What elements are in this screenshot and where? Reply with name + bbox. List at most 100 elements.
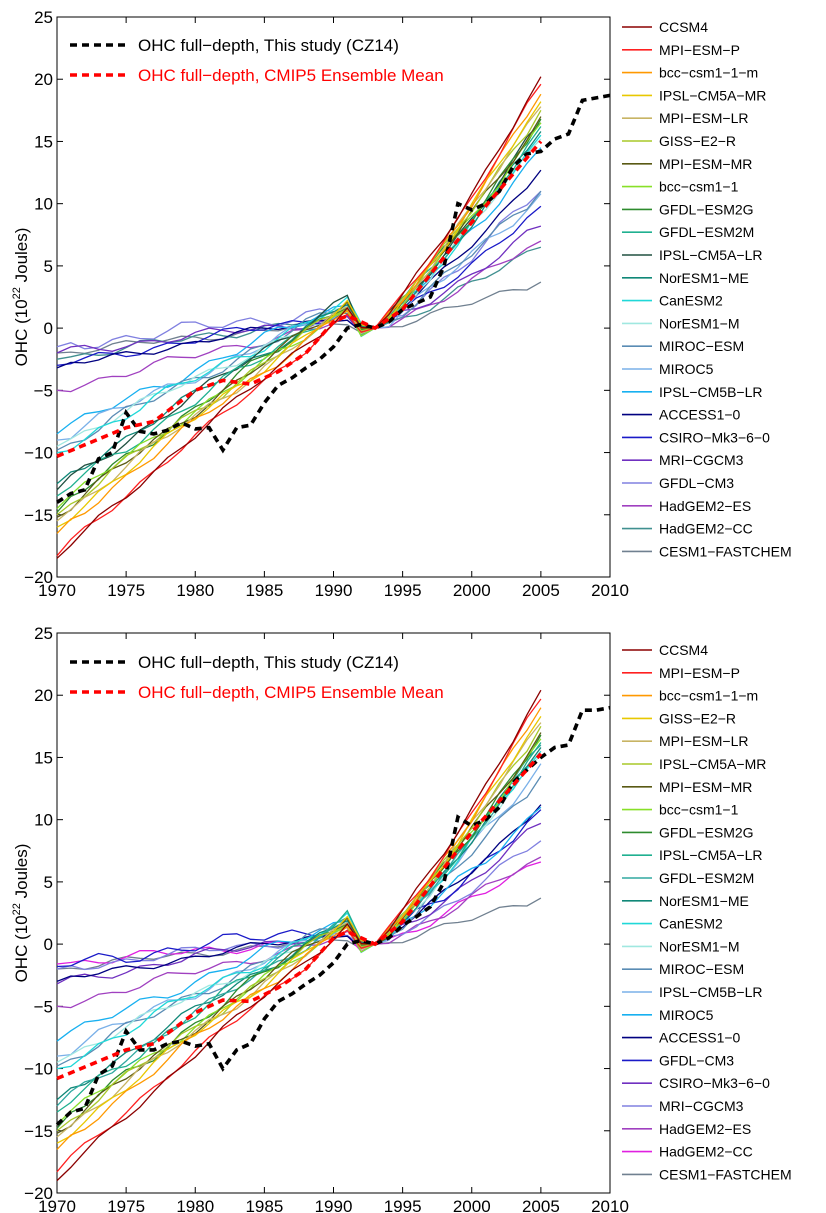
x-tick-label: 1995 [384, 1197, 422, 1213]
legend-label-bcc-csm1-1-m: bcc−csm1−1−m [659, 65, 758, 81]
legend-label-cesm1-fastchem: CESM1−FASTCHEM [659, 543, 792, 559]
y-tick-label: 25 [34, 8, 53, 27]
legend-label-bcc-csm1-1-m: bcc−csm1−1−m [659, 688, 758, 704]
series-line-gfdl-cm3 [56, 190, 542, 350]
series-line-bcc-csm1-1 [56, 738, 542, 1126]
series-line-ccsm4 [56, 689, 542, 1182]
observed-ohc-dashed-line [56, 93, 611, 504]
legend-label-gfdl-esm2g: GFDL−ESM2G [659, 201, 754, 217]
legend-label-hadgem2-cc: HadGEM2−CC [659, 521, 753, 537]
y-tick-label: −20 [24, 568, 53, 587]
y-tick-label: 10 [34, 811, 53, 830]
series-line-mpi-esm-mr [56, 732, 542, 1134]
series-line-mpi-esm-lr [56, 722, 542, 1138]
x-tick-label: 1975 [107, 1197, 145, 1213]
legend-label-miroc-esm: MIROC−ESM [659, 338, 744, 354]
series-line-noresm1-me [56, 131, 542, 485]
series-line-hadgem2-es [56, 240, 542, 393]
legend-label-ccsm4: CCSM4 [659, 642, 708, 658]
series-line-hadgem2-es [56, 856, 542, 1009]
x-tick-label: 1985 [245, 581, 283, 600]
y-tick-label: 0 [44, 319, 53, 338]
x-tick-label: 2000 [453, 1197, 491, 1213]
legend-label-mpi-esm-mr: MPI−ESM−MR [659, 779, 752, 795]
legend-label-cesm1-fastchem: CESM1−FASTCHEM [659, 1166, 792, 1182]
x-tick-label: 1980 [176, 1197, 214, 1213]
series-lines [56, 76, 611, 559]
legend-label-ipsl-cm5a-lr: IPSL−CM5A−LR [659, 847, 763, 863]
series-line-gfdl-esm2m [56, 744, 542, 1107]
y-tick-label: −10 [24, 444, 53, 463]
series-line-access1-0 [56, 169, 542, 369]
legend-label-gfdl-cm3: GFDL−CM3 [659, 1052, 734, 1068]
legend-label-mpi-esm-p: MPI−ESM−P [659, 665, 740, 681]
legend-label-mpi-esm-lr: MPI−ESM−LR [659, 733, 748, 749]
legend-label-csiro-mk3-6-0: CSIRO−Mk3−6−0 [659, 1075, 770, 1091]
inplot-legend-label: OHC full−depth, This study (CZ14) [138, 653, 399, 672]
y-tick-label: 10 [34, 195, 53, 214]
y-tick-label: 25 [34, 624, 53, 643]
legend-label-hadgem2-cc: HadGEM2−CC [659, 1144, 753, 1160]
legend-label-ipsl-cm5a-mr: IPSL−CM5A−MR [659, 756, 766, 772]
ensemble-mean-dashed-line [56, 140, 543, 458]
ensemble-mean-dashed-line [56, 752, 543, 1081]
legend-label-gfdl-esm2m: GFDL−ESM2M [659, 870, 754, 886]
x-tick-label: 1985 [245, 1197, 283, 1213]
legend-label-noresm1-m: NorESM1−M [659, 938, 740, 954]
legend-label-noresm1-m: NorESM1−M [659, 315, 740, 331]
observed-ohc-dashed-line [55, 705, 611, 1126]
series-line-giss-e2-r [56, 109, 542, 516]
legend-label-gfdl-cm3: GFDL−CM3 [659, 475, 734, 491]
y-tick-label: 15 [34, 748, 53, 767]
series-line-ipsl-cm5b-lr [56, 147, 542, 435]
series-line-noresm1-m [56, 754, 542, 1063]
legend-label-mri-cgcm3: MRI−CGCM3 [659, 452, 744, 468]
series-line-mpi-esm-p [56, 698, 542, 1173]
legend-label-miroc5: MIROC5 [659, 361, 714, 377]
legend-label-bcc-csm1-1: bcc−csm1−1 [659, 802, 739, 818]
legend-label-ipsl-cm5b-lr: IPSL−CM5B−LR [659, 984, 763, 1000]
y-tick-label: −20 [24, 1184, 53, 1203]
series-line-noresm1-me [56, 747, 542, 1101]
y-tick-label: −5 [34, 997, 53, 1016]
legend-label-mpi-esm-p: MPI−ESM−P [659, 42, 740, 58]
y-tick-label: −15 [24, 1122, 53, 1141]
legend-label-giss-e2-r: GISS−E2−R [659, 710, 736, 726]
y-tick-label: −10 [24, 1060, 53, 1079]
bottom-chart-panel: 1970 1975 1980 1985 1990 1995 2000 2005 2010−20−… [11, 624, 792, 1213]
x-tick-label: 1970 [38, 581, 76, 600]
legend-label-gfdl-esm2g: GFDL−ESM2G [659, 824, 754, 840]
legend-label-ccsm4: CCSM4 [659, 19, 708, 35]
y-tick-label: 20 [34, 686, 53, 705]
x-tick-label: 1975 [107, 581, 145, 600]
x-tick-label: 1990 [315, 1197, 353, 1213]
inplot-legend-label: OHC full−depth, CMIP5 Ensemble Mean [138, 66, 444, 85]
series-line-ipsl-cm5a-mr [56, 101, 542, 528]
legend-label-access1-0: ACCESS1−0 [659, 1030, 741, 1046]
x-tick-label: 2010 [591, 1197, 629, 1213]
y-tick-label: −5 [34, 381, 53, 400]
series-line-mpi-esm-lr [56, 106, 542, 522]
y-axis-label: OHC (1022 Joules) [11, 228, 31, 367]
series-line-gfdl-cm3 [56, 809, 542, 968]
x-tick-label: 2000 [453, 581, 491, 600]
legend-label-ipsl-cm5a-lr: IPSL−CM5A−LR [659, 247, 763, 263]
inplot-legend-label: OHC full−depth, CMIP5 Ensemble Mean [138, 683, 444, 702]
legend-label-mpi-esm-lr: MPI−ESM−LR [659, 110, 748, 126]
legend-label-bcc-csm1-1: bcc−csm1−1 [659, 179, 739, 195]
legend-label-mpi-esm-mr: MPI−ESM−MR [659, 156, 752, 172]
series-line-ccsm4 [56, 76, 542, 559]
series-line-mpi-esm-p [56, 83, 542, 557]
legend-label-ipsl-cm5b-lr: IPSL−CM5B−LR [659, 384, 763, 400]
legend-label-csiro-mk3-6-0: CSIRO−Mk3−6−0 [659, 429, 770, 445]
series-line-ipsl-cm5b-lr [56, 763, 542, 1057]
series-line-mri-cgcm3 [56, 225, 542, 354]
series-line-canesm2 [56, 750, 542, 1070]
legend-label-ipsl-cm5a-mr: IPSL−CM5A−MR [659, 87, 766, 103]
series-line-access1-0 [56, 804, 542, 983]
x-tick-label: 1970 [38, 1197, 76, 1213]
legend-label-gfdl-esm2m: GFDL−ESM2M [659, 224, 754, 240]
series-line-csiro-mk3-6-0 [56, 205, 542, 367]
y-tick-label: −15 [24, 506, 53, 525]
